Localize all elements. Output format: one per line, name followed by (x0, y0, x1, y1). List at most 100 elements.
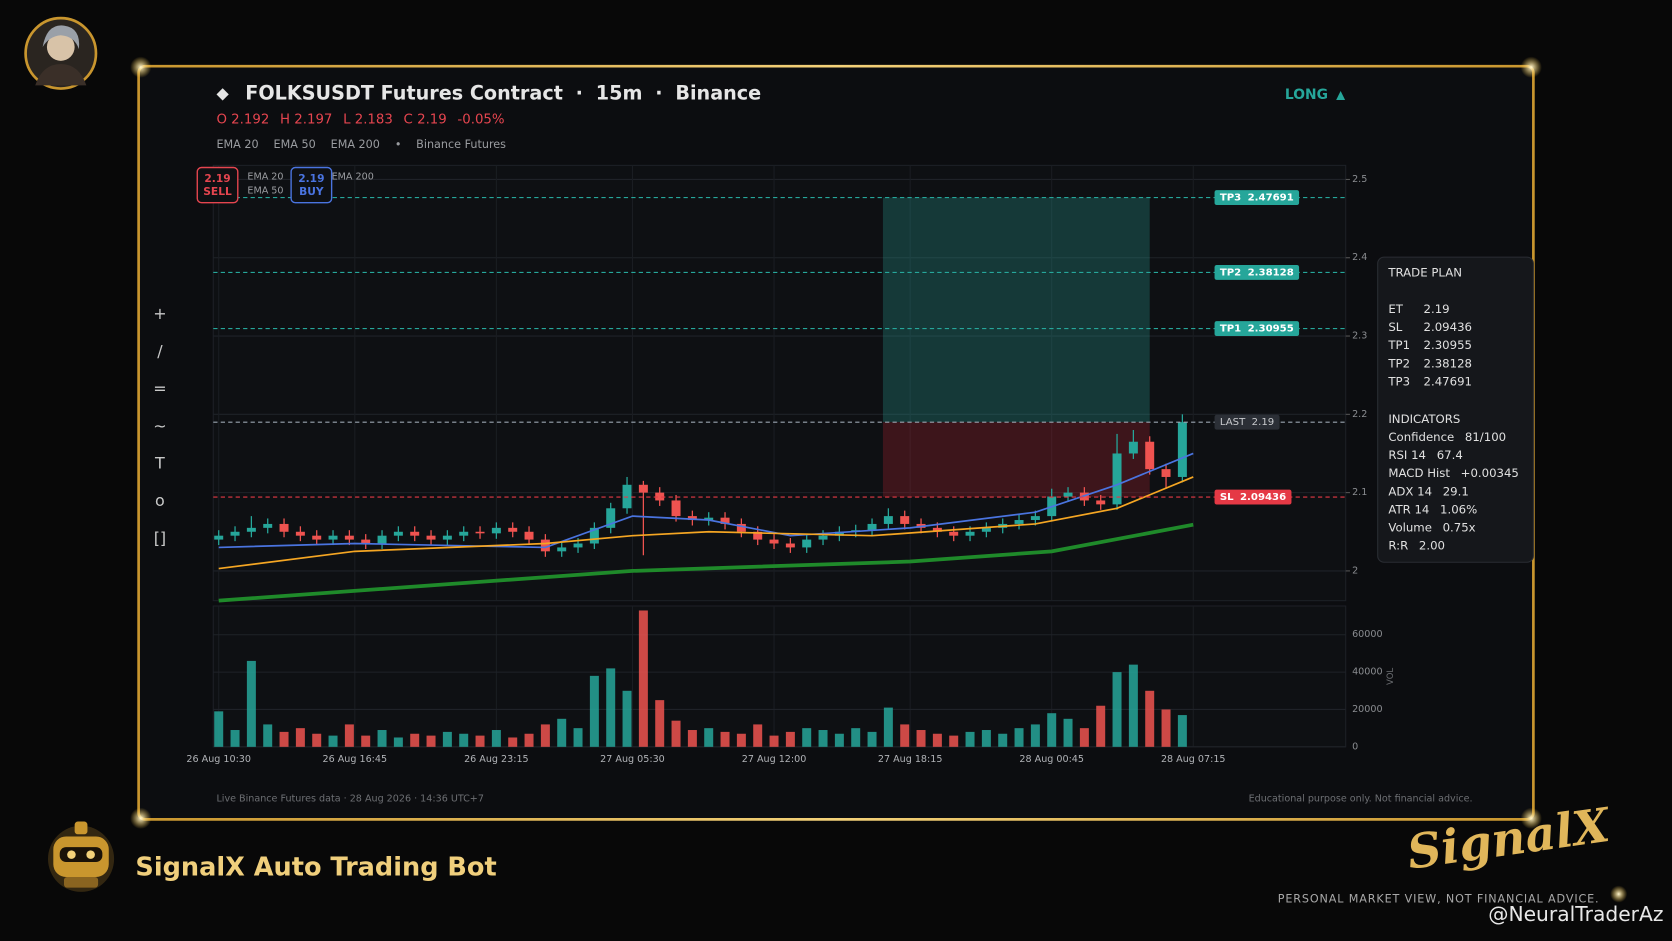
candle-body (540, 539, 550, 552)
volume-pane (212, 605, 1347, 748)
volume-bar (736, 733, 746, 747)
candle-body (638, 484, 648, 493)
ohlc-value: O 2.192 (216, 112, 269, 127)
volume-bar (753, 724, 763, 747)
candle-body (230, 531, 240, 536)
plan-value: 2.19 (1424, 302, 1450, 316)
tool-button[interactable]: [] (154, 528, 166, 547)
candle-body (606, 508, 616, 528)
direction-icon: ▲ (1336, 87, 1345, 101)
panel-subtitle: INDICATORS (1388, 412, 1460, 426)
indicator-value: 2.00 (1419, 539, 1445, 553)
candle-body (410, 531, 420, 536)
plan-value: 2.47691 (1424, 374, 1472, 388)
volume-bar (1177, 715, 1187, 747)
frame-sparkles (130, 56, 1542, 829)
candle-body (344, 535, 354, 540)
tool-button[interactable]: T (154, 454, 165, 473)
indicator-value: +0.00345 (1461, 466, 1519, 480)
volume-bar (475, 735, 485, 747)
level-tag (1214, 190, 1300, 206)
volume-bar (1047, 713, 1057, 747)
plan-value: 2.09436 (1424, 320, 1472, 334)
legend-entry: EMA 50 (274, 138, 316, 151)
price-pane (212, 164, 1347, 602)
candle-body (785, 543, 795, 548)
indicator-value: 81/100 (1465, 430, 1506, 444)
candle-body (589, 527, 599, 544)
tool-button[interactable]: / (157, 342, 163, 361)
plan-label: SL (1388, 320, 1402, 334)
level-name: TP2 (1220, 267, 1241, 278)
chart-legend-entry: EMA 20 (247, 172, 283, 183)
volume-tick-label: 60000 (1352, 629, 1382, 640)
tool-button[interactable]: o (155, 491, 165, 510)
volume-bar (442, 731, 452, 747)
legend-entry: EMA 20 (216, 138, 258, 151)
plan-label: TP1 (1387, 338, 1410, 352)
volume-bar (344, 724, 354, 747)
candle-body (263, 523, 273, 528)
candle-body (1145, 441, 1155, 470)
candle-body (1128, 441, 1138, 454)
candle-body (328, 535, 338, 540)
sell-price: 2.19 (204, 172, 230, 185)
avatar-face (46, 33, 75, 61)
level-name: LAST (1220, 417, 1246, 428)
candle-body (867, 523, 877, 531)
candle-body (932, 527, 942, 532)
plan-value: 2.38128 (1424, 356, 1472, 370)
ohlc-value: C 2.19 (404, 112, 447, 127)
title-icon: ◆ (216, 83, 229, 102)
sell-button[interactable] (196, 166, 239, 204)
y-tick-label: 2.2 (1352, 409, 1367, 420)
candle-body (459, 531, 469, 536)
volume-bar (622, 690, 632, 747)
ema-line (218, 452, 1194, 549)
candle-body (246, 527, 256, 532)
candle-body (393, 531, 403, 536)
volume-bar (295, 728, 305, 747)
volume-bar (1145, 690, 1155, 747)
x-tick-label: 27 Aug 18:15 (878, 754, 943, 765)
level-tag (1214, 321, 1300, 337)
volume-bar (883, 707, 893, 747)
volume-bar (573, 728, 583, 747)
indicator-label: MACD Hist (1388, 466, 1450, 480)
level-tag (1214, 414, 1280, 430)
tool-button[interactable]: ~ (153, 416, 166, 435)
candle-body (769, 539, 779, 544)
trade-plan-panel (1377, 256, 1534, 563)
candle-body (491, 527, 501, 534)
volume-bar (361, 735, 371, 747)
ema-line (218, 522, 1194, 603)
sparkle (1610, 885, 1628, 903)
indicator-value: 29.1 (1443, 484, 1469, 498)
tool-button[interactable]: + (153, 304, 166, 323)
volume-bar (1112, 672, 1122, 747)
candle-body (900, 516, 910, 524)
candle-body (949, 531, 959, 536)
volume-bar (426, 735, 436, 747)
chart-legend-entry: EMA 200 (332, 172, 374, 183)
bot-icon (47, 821, 115, 892)
ohlc-value: L 2.183 (343, 112, 393, 127)
watermark: @NeuralTraderAz (1488, 902, 1663, 926)
volume-bar (998, 733, 1008, 747)
volume-bar (818, 730, 828, 747)
y-tick-label: 2.5 (1352, 174, 1367, 185)
buy-button[interactable] (290, 166, 333, 204)
volume-bar (589, 675, 599, 747)
buy-label: BUY (299, 185, 324, 198)
plan-label: ET (1388, 302, 1403, 316)
plan-label: TP3 (1387, 374, 1410, 388)
loss-zone (882, 422, 1150, 498)
candle-body (736, 523, 746, 532)
candle-body (1014, 520, 1024, 524)
tool-button[interactable]: = (153, 379, 166, 398)
buy-price: 2.19 (298, 172, 324, 185)
volume-bar (834, 733, 844, 747)
candle-body (1096, 500, 1106, 505)
volume-bar (704, 728, 714, 747)
